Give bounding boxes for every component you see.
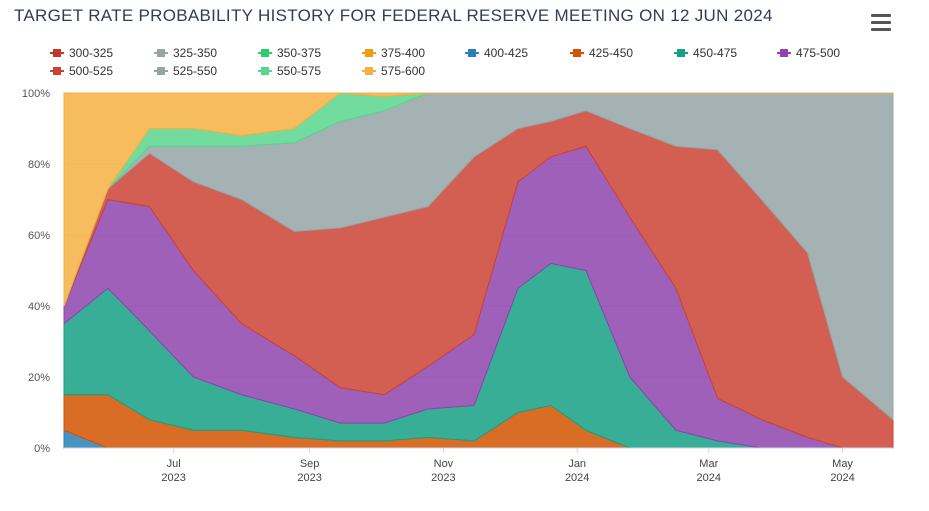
legend-label: 500-525: [69, 64, 114, 78]
x-tick-year-label: 2023: [297, 472, 321, 484]
y-tick-label: 20%: [28, 372, 50, 384]
legend-swatch-icon: [465, 48, 479, 58]
menu-bar: [871, 28, 891, 31]
legend-item-500-525[interactable]: 500-525: [50, 64, 113, 78]
x-tick-label: May: [832, 458, 853, 470]
legend-swatch-icon: [258, 48, 272, 58]
x-tick-year-label: 2024: [697, 472, 721, 484]
page-title: TARGET RATE PROBABILITY HISTORY FOR FEDE…: [14, 6, 773, 25]
legend-label: 575-600: [381, 64, 426, 78]
legend-swatch-icon: [50, 48, 64, 58]
legend-label: 400-425: [484, 46, 529, 60]
legend-item-550-575[interactable]: 550-575: [258, 64, 321, 78]
x-tick-year-label: 2023: [431, 472, 455, 484]
legend-item-300-325[interactable]: 300-325: [50, 46, 113, 60]
legend-swatch-icon: [777, 48, 791, 58]
y-tick-label: 80%: [28, 159, 50, 171]
legend-swatch-icon: [258, 66, 272, 76]
legend-label: 425-450: [589, 46, 634, 60]
menu-bar: [871, 14, 891, 17]
legend-item-425-450[interactable]: 425-450: [570, 46, 633, 60]
y-tick-label: 100%: [22, 88, 50, 100]
x-tick-label: Nov: [434, 458, 454, 470]
x-tick-label: Mar: [699, 458, 718, 470]
legend-item-525-550[interactable]: 525-550: [154, 64, 217, 78]
x-tick-label: Jan: [568, 458, 586, 470]
x-tick-year-label: 2023: [161, 472, 185, 484]
legend-swatch-icon: [154, 48, 168, 58]
x-tick-label: Sep: [300, 458, 320, 470]
hamburger-menu-button[interactable]: [868, 14, 894, 34]
y-tick-label: 40%: [28, 301, 50, 313]
y-tick-label: 0%: [34, 443, 50, 455]
legend-item-450-475[interactable]: 450-475: [674, 46, 737, 60]
legend-swatch-icon: [570, 48, 584, 58]
x-tick-label: Jul: [167, 458, 181, 470]
legend-swatch-icon: [50, 66, 64, 76]
legend-item-475-500[interactable]: 475-500: [777, 46, 840, 60]
legend-item-400-425[interactable]: 400-425: [465, 46, 528, 60]
legend-item-375-400[interactable]: 375-400: [362, 46, 425, 60]
series-area-575-600[interactable]: [63, 92, 893, 307]
legend-swatch-icon: [154, 66, 168, 76]
legend-item-575-600[interactable]: 575-600: [362, 64, 425, 78]
legend-swatch-icon: [362, 48, 376, 58]
legend-label: 325-350: [173, 46, 218, 60]
legend-swatch-icon: [362, 66, 376, 76]
legend-label: 525-550: [173, 64, 218, 78]
legend-item-350-375[interactable]: 350-375: [258, 46, 321, 60]
menu-bar: [871, 21, 891, 24]
legend-label: 475-500: [796, 46, 841, 60]
x-tick-year-label: 2024: [565, 472, 589, 484]
legend-label: 550-575: [277, 64, 322, 78]
legend-label: 375-400: [381, 46, 426, 60]
x-tick-year-label: 2024: [830, 472, 854, 484]
legend-item-325-350[interactable]: 325-350: [154, 46, 217, 60]
legend-label: 350-375: [277, 46, 322, 60]
legend-label: 300-325: [69, 46, 114, 60]
legend-swatch-icon: [674, 48, 688, 58]
legend-label: 450-475: [693, 46, 738, 60]
y-tick-label: 60%: [28, 230, 50, 242]
